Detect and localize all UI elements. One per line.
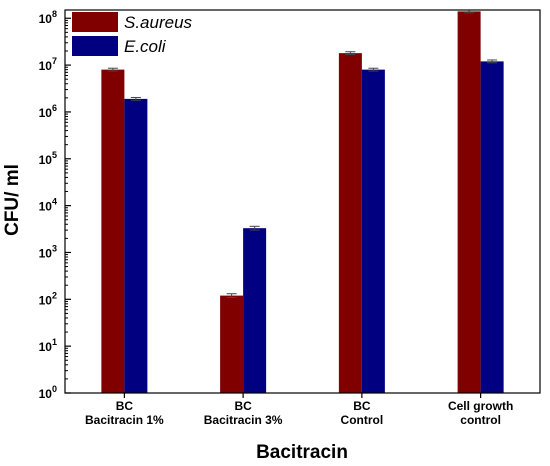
bar-ecoli xyxy=(480,61,504,393)
legend: S.aureus E.coli xyxy=(72,12,193,56)
bar-saureus xyxy=(457,11,481,393)
bars-layer xyxy=(101,11,504,394)
legend-label: S.aureus xyxy=(124,13,193,32)
bar-ecoli xyxy=(361,69,385,393)
y-tick-label: 108 xyxy=(39,9,57,26)
y-tick-label: 105 xyxy=(39,150,57,167)
bar-ecoli xyxy=(124,98,148,393)
y-tick-label: 104 xyxy=(39,197,57,214)
x-axis-title: Bacitracin xyxy=(256,442,348,463)
x-tick-label: Control xyxy=(341,413,384,427)
x-tick-label: Bacitracin 3% xyxy=(204,413,283,427)
bar-ecoli xyxy=(243,228,267,393)
y-tick-label: 103 xyxy=(39,243,57,260)
y-axis: 100 101 102 103 104 105 106 107 108 xyxy=(39,9,71,401)
x-tick-label: Bacitracin 1% xyxy=(85,413,164,427)
y-tick-label: 107 xyxy=(39,56,57,73)
bar-saureus xyxy=(101,69,125,393)
y-tick-label: 106 xyxy=(39,103,57,120)
plot-frame xyxy=(64,9,541,394)
y-tick-label: 100 xyxy=(39,384,57,401)
x-tick-label: BC xyxy=(353,399,371,413)
y-tick-label: 101 xyxy=(39,337,57,354)
bar-saureus xyxy=(338,53,362,394)
y-tick-label: 102 xyxy=(39,290,57,307)
legend-swatch xyxy=(72,36,118,56)
legend-label: E.coli xyxy=(124,37,167,56)
legend-swatch xyxy=(72,12,118,32)
y-axis-title: CFU/ ml xyxy=(2,164,23,236)
x-tick-label: BC xyxy=(234,399,252,413)
x-tick-label: control xyxy=(460,413,501,427)
error-bars-layer xyxy=(107,9,498,298)
bar-saureus xyxy=(220,295,244,393)
x-tick-label: Cell growth xyxy=(448,399,513,413)
x-tick-label: BC xyxy=(116,399,134,413)
